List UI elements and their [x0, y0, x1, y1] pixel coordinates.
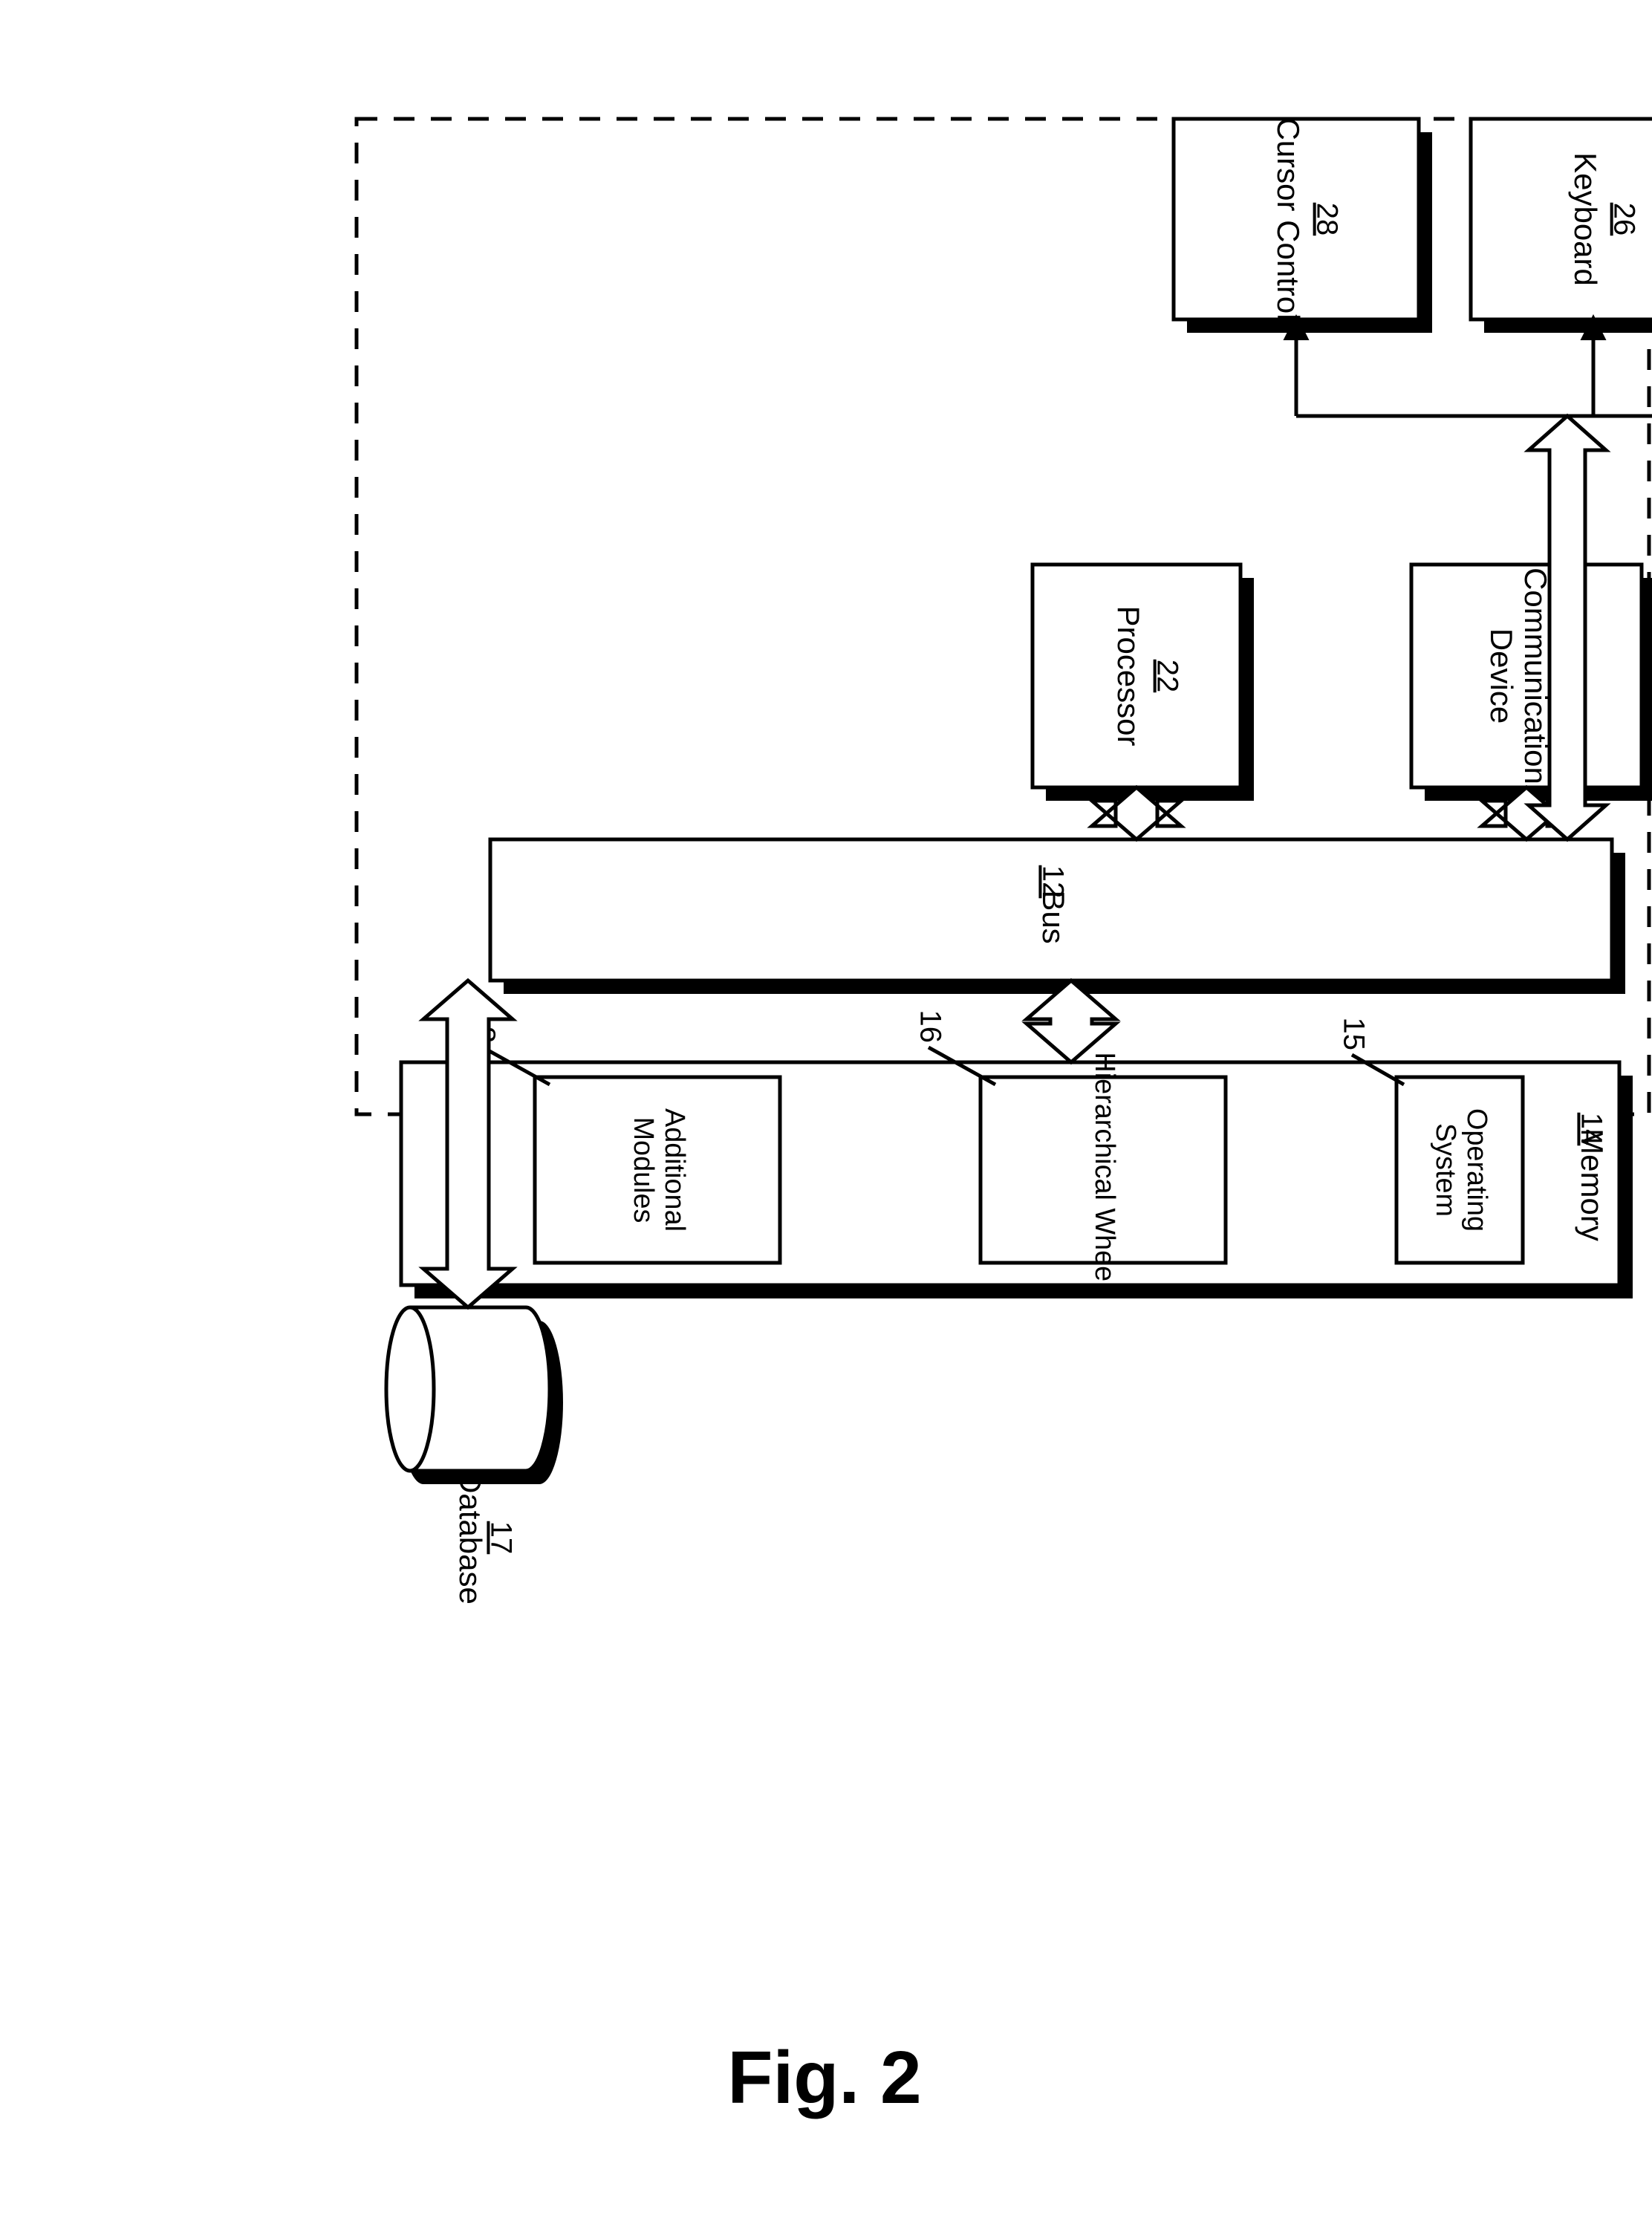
svg-text:15: 15	[1337, 1018, 1370, 1051]
figure-caption: Fig. 2	[669, 2035, 981, 2121]
svg-text:14: 14	[1575, 1113, 1607, 1146]
svg-text:Processor: Processor	[1111, 605, 1146, 746]
svg-text:Hierarchical Wheel: Hierarchical Wheel	[1089, 1052, 1120, 1287]
svg-text:Keyboard: Keyboard	[1568, 152, 1603, 286]
svg-text:17: 17	[484, 1521, 517, 1555]
svg-text:AdditionalModules: AdditionalModules	[628, 1108, 690, 1232]
svg-text:26: 26	[1608, 203, 1641, 236]
svg-text:28: 28	[1311, 203, 1344, 236]
svg-text:OperatingSystem: OperatingSystem	[1430, 1108, 1492, 1232]
svg-text:Database: Database	[453, 1471, 488, 1605]
svg-text:12: 12	[1036, 865, 1069, 899]
svg-text:16: 16	[914, 1010, 946, 1044]
svg-text:22: 22	[1151, 660, 1184, 693]
diagram-stage: 1010Display24Keyboard26Cursor Control28C…	[0, 0, 1652, 2227]
svg-text:Cursor Control: Cursor Control	[1271, 117, 1306, 320]
diagram-svg: 1010Display24Keyboard26Cursor Control28C…	[0, 0, 1652, 2227]
